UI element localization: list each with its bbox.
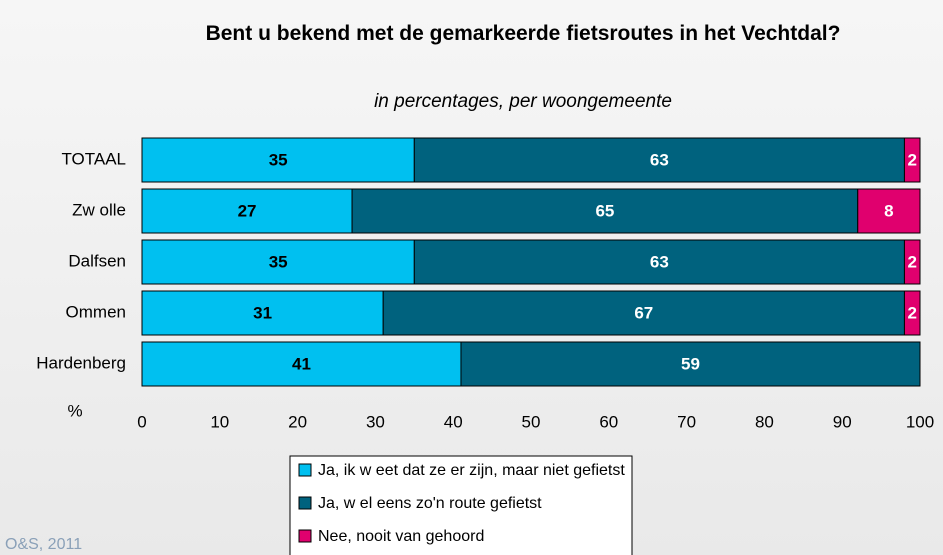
data-label: 67 — [634, 303, 653, 322]
y-tick-label: Ommen — [66, 302, 126, 321]
source: O&S, 2011 — [5, 536, 82, 553]
data-label: 35 — [269, 150, 288, 169]
y-tick-label: Zw olle — [72, 200, 126, 219]
chart-subtitle: in percentages, per woongemeente — [374, 91, 672, 112]
bar-segment — [382, 290, 905, 336]
data-label: 41 — [292, 354, 311, 373]
x-tick-label: 80 — [755, 412, 774, 431]
legend-box — [289, 455, 633, 555]
legend-swatch — [298, 463, 312, 477]
bar-segment — [903, 239, 921, 285]
legend-label: Ja, w el eens zo'n route gefietst — [318, 495, 542, 512]
x-tick-label: 0 — [137, 412, 146, 431]
legend-label: Ja, ik w eet dat ze er zijn, maar niet g… — [318, 462, 625, 479]
x-tick-label: 70 — [677, 412, 696, 431]
data-label: 8 — [884, 201, 893, 220]
x-tick-label: 30 — [366, 412, 385, 431]
bar-segment — [857, 188, 921, 234]
data-label: 35 — [269, 252, 288, 271]
data-label: 63 — [650, 252, 669, 271]
bar-segment — [141, 341, 462, 387]
bar-segment — [351, 188, 859, 234]
bar-segment — [460, 341, 921, 387]
chart-title: Bent u bekend met de gemarkeerde fietsro… — [205, 22, 841, 45]
legend-swatch — [298, 496, 312, 510]
y-tick-label: Dalfsen — [68, 251, 126, 270]
bar-segment — [141, 137, 415, 183]
axis-label: % — [67, 401, 82, 420]
data-label: 31 — [253, 303, 272, 322]
bar-segment — [903, 137, 921, 183]
data-label: 27 — [238, 201, 257, 220]
data-label: 59 — [681, 354, 700, 373]
bar-segment — [141, 239, 415, 285]
legend-label: Nee, nooit van gehoord — [318, 528, 484, 545]
bar-segment — [141, 188, 353, 234]
x-tick-label: 40 — [444, 412, 463, 431]
y-tick-label: TOTAAL — [61, 149, 126, 168]
y-tick-label: Hardenberg — [36, 353, 126, 372]
data-label: 63 — [650, 150, 669, 169]
bar-segment — [141, 290, 384, 336]
x-tick-label: 60 — [599, 412, 618, 431]
x-tick-label: 100 — [906, 412, 934, 431]
data-label: 65 — [595, 201, 614, 220]
data-label: 2 — [907, 150, 916, 169]
x-tick-label: 90 — [833, 412, 852, 431]
x-tick-label: 10 — [210, 412, 229, 431]
data-label: 2 — [907, 252, 916, 271]
x-tick-label: 20 — [288, 412, 307, 431]
x-tick-label: 50 — [522, 412, 541, 431]
bar-segment — [903, 290, 921, 336]
legend-swatch — [298, 529, 312, 543]
data-label: 2 — [907, 303, 916, 322]
bar-segment — [413, 239, 905, 285]
